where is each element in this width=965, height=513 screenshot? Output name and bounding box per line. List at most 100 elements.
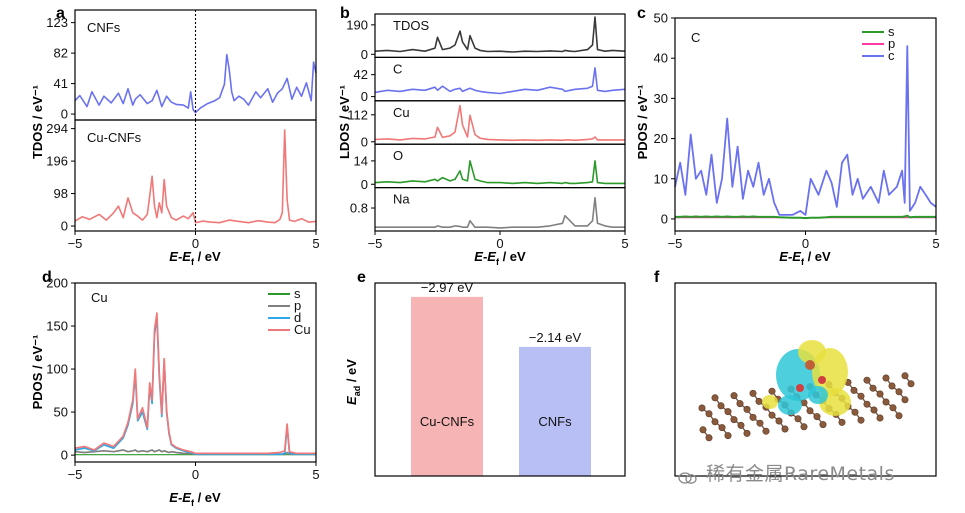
y-tick-label: 0	[661, 211, 668, 226]
carbon-atom	[737, 421, 745, 429]
o-atom	[818, 376, 826, 384]
subplot-label: C	[393, 61, 402, 76]
panel-letter: e	[357, 269, 366, 286]
y-axis-label: PDOS / eV⁻¹	[30, 335, 45, 410]
y-axis-label: PDOS / eV⁻¹	[635, 85, 650, 160]
panel-letter: f	[654, 269, 660, 286]
legend-entry: s	[294, 286, 301, 301]
carbon-atom	[857, 392, 865, 400]
y-tick-label: 0	[61, 219, 68, 234]
carbon-atom	[768, 411, 776, 419]
carbon-atom	[705, 410, 713, 418]
bar-category-label: CNFs	[538, 414, 572, 429]
subplot-label: O	[393, 148, 403, 163]
legend-entry: d	[294, 310, 301, 325]
carbon-atom	[857, 416, 865, 424]
y-tick-label: 0	[61, 448, 68, 463]
carbon-atom	[813, 413, 821, 421]
y-axis-label: Ead / eV	[344, 359, 362, 405]
x-tick-label: 5	[312, 236, 319, 251]
charge-density-lobe	[762, 395, 778, 409]
carbon-atom	[869, 384, 877, 392]
element-annotation: C	[691, 30, 700, 45]
charge-density-lobe	[778, 395, 802, 415]
carbon-atom	[870, 406, 878, 414]
bar-Cu-CNFs	[411, 296, 483, 476]
carbon-atom	[882, 374, 890, 382]
pdos-line-c	[674, 45, 937, 216]
y-tick-label: 10	[654, 171, 668, 186]
pdos-line-Cu	[74, 312, 316, 455]
x-tick-label: 5	[932, 236, 939, 251]
carbon-atom	[850, 386, 858, 394]
y-tick-label: 40	[654, 51, 668, 66]
y-tick-label: 150	[46, 319, 68, 334]
y-axis-label: TDOS / eV⁻¹	[30, 85, 45, 159]
wechat-icon	[678, 468, 698, 484]
y-tick-label: 0	[361, 47, 368, 62]
o-atom	[796, 384, 804, 392]
x-tick-label: 0	[192, 236, 199, 251]
y-tick-label: 0.8	[350, 201, 368, 216]
legend-entry: c	[888, 48, 895, 63]
carbon-atom	[819, 421, 827, 429]
panel-letter: a	[56, 5, 65, 22]
y-tick-label: 100	[46, 362, 68, 377]
y-tick-label: 82	[54, 46, 68, 61]
carbon-atom	[901, 396, 909, 404]
carbon-atom	[800, 423, 808, 431]
x-tick-label: 0	[496, 236, 503, 251]
x-tick-label: −5	[668, 236, 683, 251]
x-tick-label: 5	[621, 236, 628, 251]
subplot-label: Na	[393, 192, 410, 207]
carbon-atom	[718, 424, 726, 432]
x-tick-label: −5	[368, 236, 383, 251]
x-tick-label: 5	[312, 467, 319, 482]
structure-frame	[674, 282, 937, 477]
plot-frame	[374, 187, 626, 232]
legend-entry: s	[888, 24, 895, 39]
pdos-line-s	[675, 214, 936, 220]
legend-entry: Cu	[294, 322, 311, 337]
y-tick-label: 98	[54, 186, 68, 201]
ldos-line-O	[374, 160, 625, 185]
bar-CNFs	[519, 346, 591, 476]
carbon-atom	[794, 415, 802, 423]
x-axis-label: E-Ef / eV	[779, 249, 831, 267]
ldos-line-Na	[375, 197, 625, 229]
y-tick-label: 0	[361, 134, 368, 149]
bar-value-label: −2.14 eV	[529, 330, 582, 345]
element-annotation: Cu	[91, 290, 108, 305]
carbon-atom	[781, 425, 789, 433]
x-tick-label: 0	[192, 467, 199, 482]
carbon-atom	[806, 407, 814, 415]
subplot-label: Cu-CNFs	[87, 130, 142, 145]
panel-e-adsorption-energy: e −2.97 eV Cu-CNFs −2.14 eV CNFs Ead / eV	[344, 269, 626, 477]
panel-letter: b	[340, 5, 350, 22]
panel-b-ldos: b 0 190 TDOS 0 42 C 0 112 Cu 0 14 O 0.8 Na −5 0 5 E-Ef / e…	[337, 5, 629, 267]
y-tick-label: 0	[61, 107, 68, 122]
legend-entry: p	[294, 298, 301, 313]
ldos-line-TDOS	[374, 16, 626, 53]
carbon-atom	[756, 419, 764, 427]
carbon-atom	[743, 429, 751, 437]
carbon-atom	[749, 389, 757, 397]
carbon-atom	[876, 414, 884, 422]
x-tick-label: 0	[802, 236, 809, 251]
x-tick-label: −5	[68, 467, 83, 482]
carbon-atom	[851, 408, 859, 416]
cu-atom	[805, 360, 815, 370]
plot-frame	[674, 17, 937, 232]
plot-frame	[74, 282, 317, 463]
carbon-atom	[888, 382, 896, 390]
x-tick-label: −5	[68, 236, 83, 251]
y-tick-label: 112	[347, 107, 368, 122]
legend-entry: p	[888, 36, 895, 51]
carbon-atom	[724, 432, 732, 440]
y-tick-label: 190	[346, 17, 368, 32]
carbon-atom	[901, 372, 909, 380]
bar-value-label: −2.97 eV	[421, 280, 474, 295]
plot-frame	[374, 282, 626, 477]
